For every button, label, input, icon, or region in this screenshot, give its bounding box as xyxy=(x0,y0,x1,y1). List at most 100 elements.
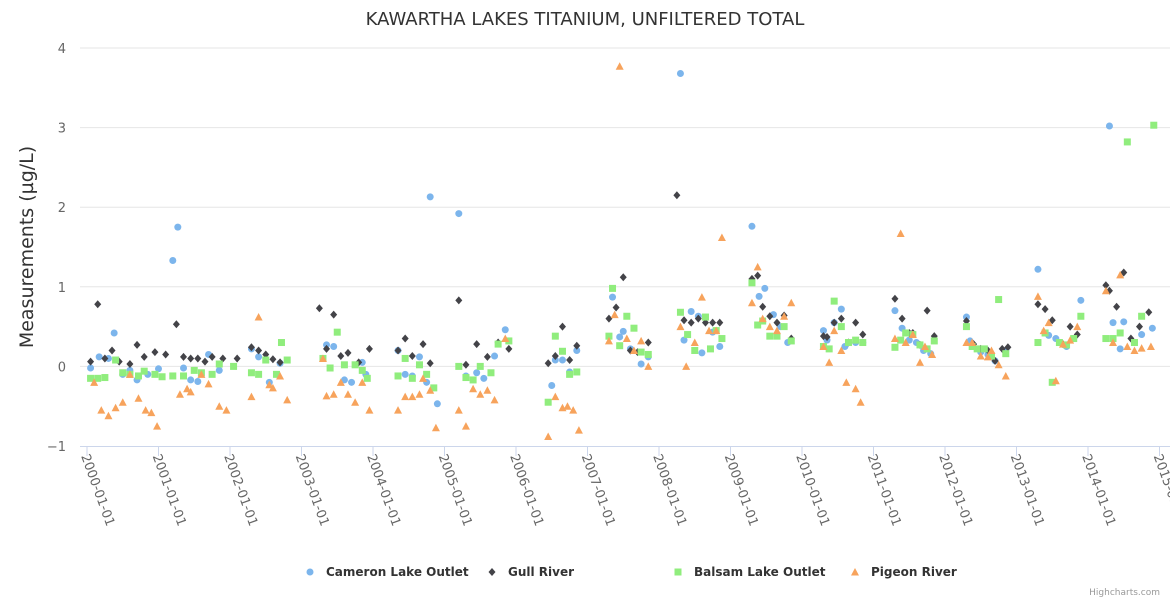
data-point xyxy=(901,338,910,347)
x-tick-label: 2010-01-01 xyxy=(792,452,832,528)
data-point xyxy=(830,326,839,335)
data-point xyxy=(995,296,1003,304)
data-point xyxy=(1051,376,1060,385)
data-point xyxy=(616,333,624,341)
data-point xyxy=(426,386,435,394)
data-point xyxy=(351,361,359,369)
data-point xyxy=(1101,286,1110,295)
data-point xyxy=(890,334,899,343)
data-point xyxy=(111,403,120,412)
data-point xyxy=(1102,335,1110,343)
data-point xyxy=(1048,378,1056,386)
data-point xyxy=(322,391,331,400)
data-point xyxy=(844,339,852,347)
data-point xyxy=(1145,308,1153,317)
data-point xyxy=(759,302,767,311)
legend-label: Pigeon River xyxy=(871,565,957,579)
data-point xyxy=(916,341,924,349)
data-point xyxy=(87,374,95,382)
data-point xyxy=(455,210,463,218)
data-point xyxy=(1138,331,1146,339)
legend-item[interactable]: Pigeon River xyxy=(851,565,957,579)
data-point xyxy=(401,354,409,362)
legend-item[interactable]: Cameron Lake Outlet xyxy=(306,565,469,579)
data-point xyxy=(716,318,724,327)
data-point xyxy=(101,374,109,382)
data-point xyxy=(1004,343,1012,352)
y-axis-ticks: −1 0 1 2 3 4 xyxy=(47,42,66,455)
data-point xyxy=(208,370,216,378)
data-point xyxy=(609,293,617,301)
data-point xyxy=(476,362,484,370)
data-point xyxy=(358,366,366,374)
data-point xyxy=(426,359,434,368)
data-point xyxy=(619,327,627,335)
data-point xyxy=(494,340,502,348)
data-point xyxy=(215,360,223,368)
data-point xyxy=(501,326,509,334)
data-point xyxy=(755,292,763,300)
data-point xyxy=(462,360,470,369)
data-point xyxy=(787,337,795,345)
data-point xyxy=(1105,122,1113,130)
data-point xyxy=(336,378,345,386)
data-point xyxy=(487,369,495,377)
data-point xyxy=(891,307,899,315)
data-point xyxy=(90,378,99,386)
data-point xyxy=(401,370,409,378)
legend-item[interactable]: Balsam Lake Outlet xyxy=(674,565,826,579)
y-tick-label: 0 xyxy=(58,360,66,375)
data-point xyxy=(830,318,838,327)
data-point xyxy=(187,376,195,384)
data-point xyxy=(712,326,721,335)
data-point xyxy=(233,354,241,363)
data-point xyxy=(140,352,148,361)
data-point xyxy=(186,387,195,396)
data-point xyxy=(415,390,424,398)
data-point xyxy=(133,340,141,349)
legend-item[interactable]: Gull River xyxy=(488,565,575,579)
data-point xyxy=(902,329,910,337)
credit-link[interactable]: Highcharts.com xyxy=(1089,588,1160,598)
data-point xyxy=(408,392,417,401)
data-point xyxy=(716,343,724,350)
data-point xyxy=(915,358,924,366)
data-point xyxy=(326,364,334,372)
data-point xyxy=(394,372,402,380)
data-point xyxy=(1070,335,1078,343)
data-point xyxy=(748,222,756,230)
data-point xyxy=(609,284,617,292)
data-point xyxy=(698,349,706,357)
data-point xyxy=(329,390,338,398)
data-point xyxy=(983,352,992,361)
data-point xyxy=(1034,265,1042,273)
data-point xyxy=(676,322,685,331)
y-tick-label: 2 xyxy=(58,201,66,216)
data-point xyxy=(1039,326,1048,335)
data-point xyxy=(419,340,427,349)
data-point xyxy=(430,384,438,392)
data-point xyxy=(112,356,120,364)
data-point xyxy=(676,308,684,316)
data-point xyxy=(705,326,714,335)
data-point xyxy=(630,324,638,332)
data-point xyxy=(1116,329,1124,337)
x-tick-label: 2002-01-01 xyxy=(220,452,260,528)
data-point xyxy=(754,321,762,329)
data-point xyxy=(204,379,213,388)
data-point xyxy=(255,346,263,355)
data-point xyxy=(758,314,767,323)
data-point xyxy=(408,374,416,382)
data-point xyxy=(455,362,463,370)
data-point xyxy=(680,316,688,325)
data-point xyxy=(701,313,709,321)
data-point xyxy=(323,344,331,353)
data-point xyxy=(1146,342,1155,350)
data-point xyxy=(87,364,95,372)
data-point xyxy=(110,329,118,337)
data-point xyxy=(962,317,970,326)
data-point xyxy=(1077,296,1085,304)
data-point xyxy=(201,357,209,366)
data-point xyxy=(215,366,223,374)
